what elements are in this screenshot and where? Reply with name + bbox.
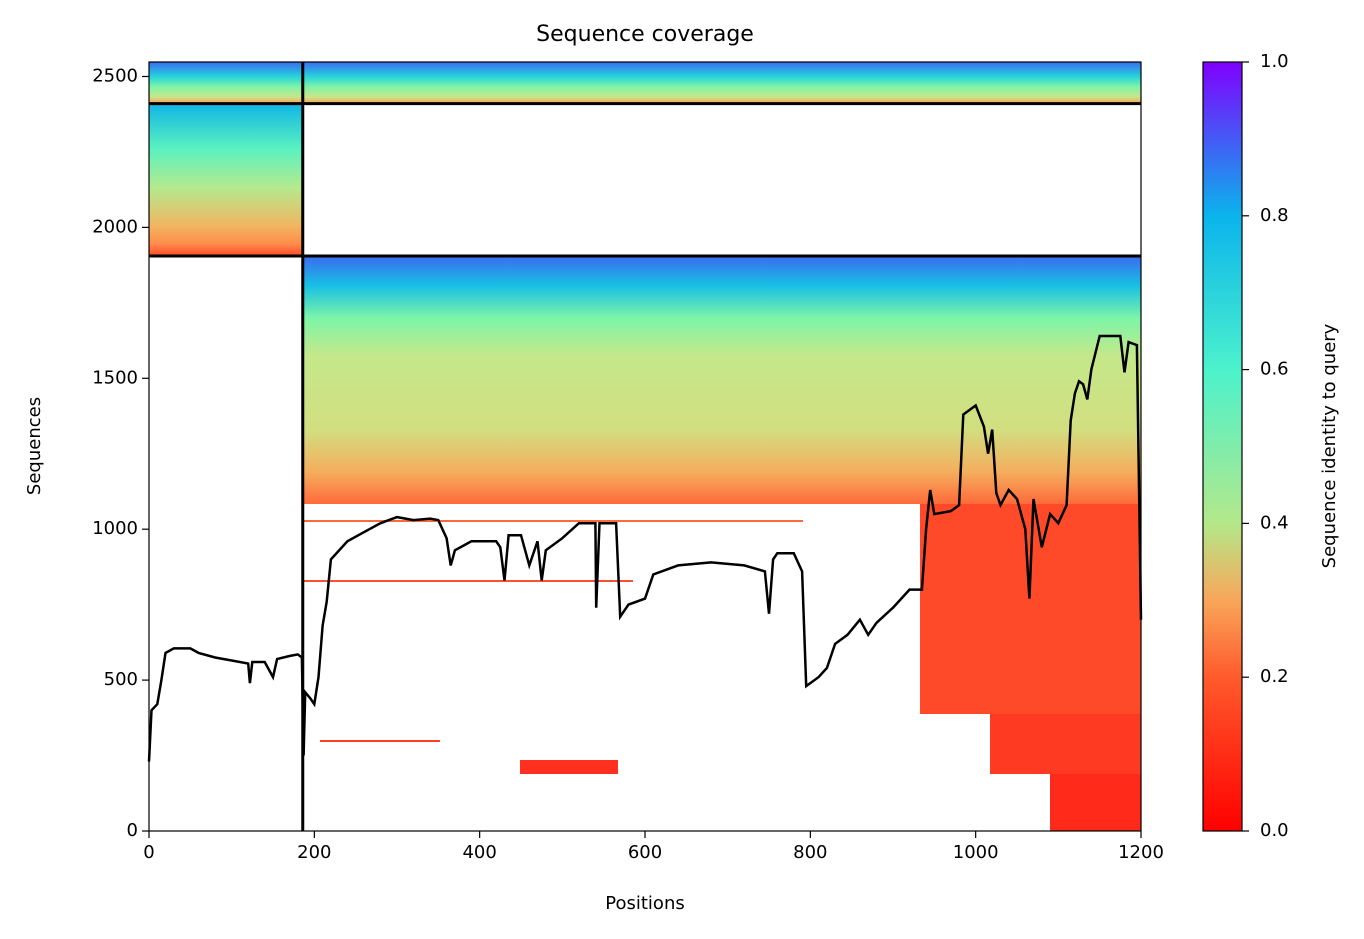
heatmap-block [990,714,1141,774]
x-tick-label: 400 [462,842,496,863]
x-tick-label: 1000 [953,842,999,863]
x-axis-label: Positions [605,893,684,914]
y-axis-label: Sequences [24,397,45,495]
y-tick-label: 0 [127,820,138,841]
x-tick-label: 800 [793,842,827,863]
y-tick-label: 1000 [92,518,138,539]
colorbar [1202,61,1243,832]
colorbar-tick-label: 0.6 [1260,359,1289,380]
x-tick-label: 1200 [1118,842,1164,863]
heatmap-block [149,62,1141,103]
heatmap-block [320,740,440,742]
colorbar-tick-label: 0.4 [1260,512,1289,533]
heatmap-block [303,256,1141,504]
coverage-line [147,334,1143,762]
empty-block [303,103,1141,256]
colorbar-tick-label: 0.0 [1260,820,1289,841]
coverage-heatmap [149,62,1141,831]
colorbar-tick-label: 1.0 [1260,51,1289,72]
heatmap-block [520,760,618,774]
chart-title: Sequence coverage [536,22,754,47]
heatmap-block [303,580,633,582]
heatmap-block [920,504,1141,714]
x-tick-label: 0 [143,842,154,863]
heatmap-block [1050,774,1141,831]
y-tick-label: 2500 [92,65,138,86]
colorbar-tick-label: 0.8 [1260,205,1289,226]
heatmap-block [149,103,303,256]
colorbar-tick-label: 0.2 [1260,666,1289,687]
colorbar-label: Sequence identity to query [1319,323,1340,568]
y-tick-label: 500 [104,669,138,690]
x-tick-label: 200 [297,842,331,863]
heatmap-block [303,520,803,522]
y-tick-label: 2000 [92,216,138,237]
y-tick-label: 1500 [92,367,138,388]
x-tick-label: 600 [628,842,662,863]
